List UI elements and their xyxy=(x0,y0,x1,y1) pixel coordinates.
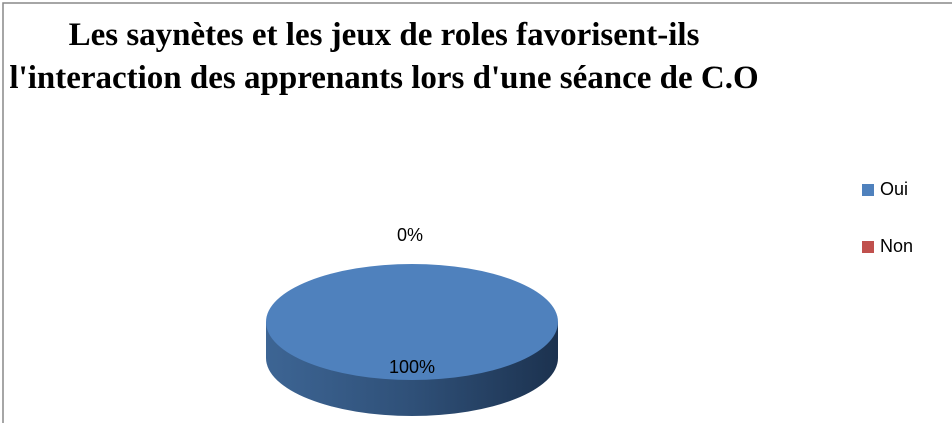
legend-label: Non xyxy=(880,236,913,256)
data-label: 0% xyxy=(397,225,423,245)
legend-label: Oui xyxy=(880,179,908,199)
chart-title: Les saynètes et les jeux de roles favori… xyxy=(9,17,759,96)
slice xyxy=(266,264,558,380)
legend-swatch xyxy=(862,241,874,253)
data-label: 100% xyxy=(389,357,435,377)
legend-swatch xyxy=(862,184,874,196)
